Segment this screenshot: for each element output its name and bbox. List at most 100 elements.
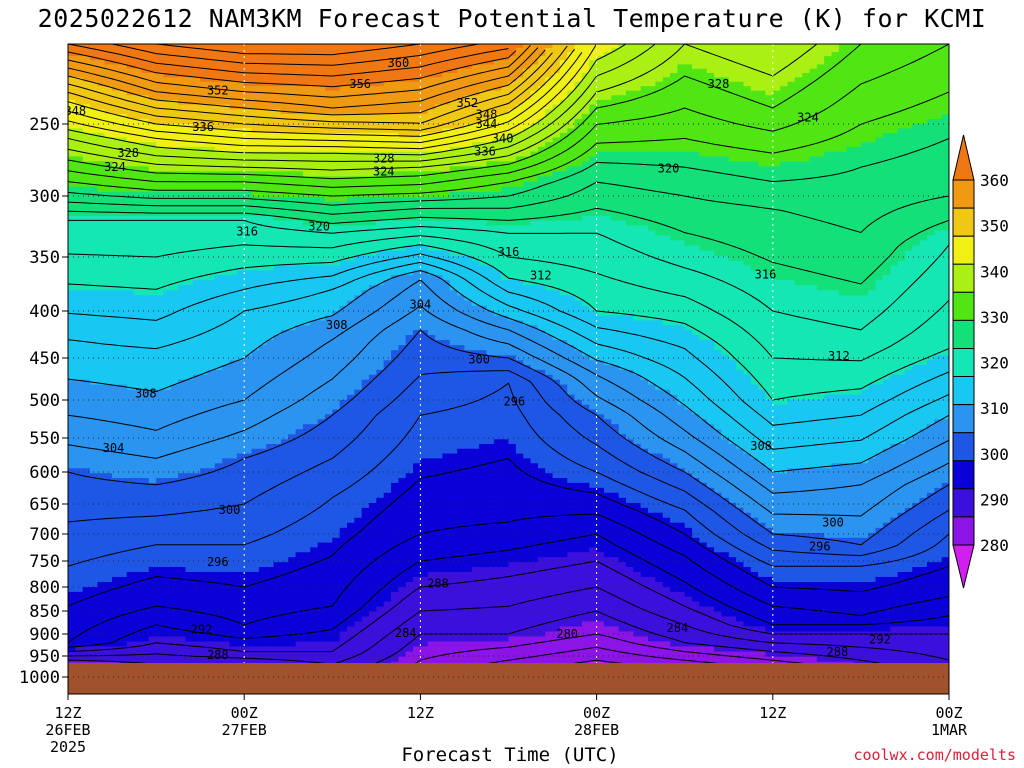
fill-cell [589, 68, 598, 74]
fill-cell [317, 77, 326, 83]
fill-cell [310, 86, 319, 92]
fill-cell [633, 56, 642, 61]
fill-cell [934, 225, 943, 231]
fill-cell [809, 109, 818, 115]
fill-cell [302, 146, 311, 153]
fill-cell [236, 44, 245, 49]
fill-cell [515, 60, 524, 66]
fill-cell [339, 181, 348, 188]
fill-cell [501, 171, 510, 177]
fill-cell [853, 47, 862, 53]
fill-cell [266, 128, 275, 134]
fill-cell [919, 201, 928, 207]
fill-cell [662, 118, 671, 125]
fill-cell [743, 77, 752, 83]
fill-cell [618, 142, 627, 148]
fill-cell [670, 151, 678, 158]
fill-cell [112, 118, 120, 125]
fill-cell [383, 161, 392, 167]
fill-cell [706, 151, 715, 158]
fill-cell [640, 86, 649, 92]
fill-cell [750, 123, 759, 129]
fill-cell [677, 123, 686, 129]
fill-cell [846, 161, 855, 167]
fill-cell [214, 68, 223, 74]
fill-cell [413, 146, 421, 153]
fill-cell [838, 47, 847, 53]
fill-cell [508, 77, 517, 83]
fill-cell [904, 104, 913, 110]
fill-cell [721, 72, 730, 78]
fill-cell [802, 156, 811, 162]
fill-cell [809, 137, 818, 143]
fill-cell [934, 44, 943, 49]
fill-cell [618, 137, 627, 143]
fill-cell [346, 109, 355, 115]
fill-cell [501, 166, 510, 172]
fill-cell [317, 90, 326, 96]
fill-cell [926, 128, 935, 134]
fill-cell [875, 197, 884, 203]
fill-cell [941, 176, 949, 183]
fill-cell [104, 123, 113, 129]
fill-cell [163, 137, 172, 143]
fill-cell [912, 72, 921, 78]
fill-cell [677, 81, 686, 87]
fill-cell [435, 109, 444, 115]
fill-cell [743, 128, 752, 134]
fill-cell [280, 146, 289, 153]
fill-cell [706, 123, 715, 129]
fill-cell [794, 47, 803, 53]
fill-cell [486, 99, 495, 106]
fill-cell [134, 114, 143, 120]
fill-cell [662, 123, 671, 129]
fill-cell [640, 109, 649, 115]
fill-cell [464, 47, 473, 53]
fill-cell [611, 201, 620, 207]
fill-cell [714, 56, 723, 61]
fill-cell [882, 220, 891, 227]
fill-cell [692, 197, 700, 203]
fill-cell [559, 225, 568, 231]
fill-cell [192, 181, 201, 188]
fill-cell [647, 161, 656, 167]
fill-cell [251, 197, 260, 203]
fill-cell [633, 156, 642, 162]
fill-cell [670, 206, 678, 212]
fill-cell [677, 118, 686, 125]
fill-cell [743, 192, 752, 198]
fill-cell [765, 44, 774, 49]
fill-cell [559, 56, 568, 61]
fill-cell [398, 142, 407, 148]
fill-cell [148, 197, 157, 203]
fill-cell [90, 44, 98, 49]
fill-cell [178, 56, 187, 61]
fill-cell [156, 146, 165, 153]
fill-cell [413, 186, 421, 193]
fill-cell [90, 230, 98, 236]
fill-cell [156, 77, 165, 83]
fill-cell [581, 206, 590, 212]
fill-cell [809, 192, 818, 198]
fill-cell [618, 166, 627, 172]
fill-cell [449, 123, 458, 129]
fill-cell [493, 52, 502, 57]
fill-cell [714, 47, 723, 53]
fill-cell [655, 128, 664, 134]
fill-cell [728, 72, 737, 78]
fill-cell [68, 215, 76, 222]
fill-cell [846, 60, 855, 66]
fill-cell [97, 104, 106, 110]
fill-cell [339, 86, 348, 92]
fill-cell [493, 211, 502, 217]
fill-cell [567, 225, 576, 231]
fill-cell [780, 230, 789, 236]
fill-cell [589, 90, 598, 96]
fill-cell [794, 109, 803, 115]
fill-cell [369, 171, 377, 177]
fill-cell [552, 161, 561, 167]
fill-cell [941, 47, 949, 53]
fill-cell [926, 81, 935, 87]
fill-cell [780, 151, 789, 158]
fill-cell [515, 123, 524, 129]
